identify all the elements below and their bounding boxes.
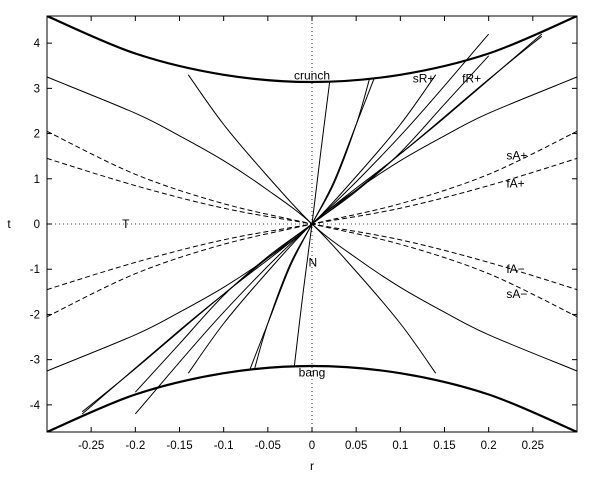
annotation-fr-: fR+ bbox=[462, 71, 481, 85]
y-tick-label: 2 bbox=[34, 129, 40, 141]
series-crunch bbox=[47, 16, 577, 84]
x-axis-label: r bbox=[310, 459, 314, 473]
series-line-12 bbox=[187, 74, 577, 372]
y-tick-label: -2 bbox=[30, 309, 40, 321]
x-tick-label: 0.2 bbox=[481, 440, 497, 452]
annotation-t: T bbox=[122, 217, 130, 231]
x-tick-label: 0.05 bbox=[345, 440, 367, 452]
annotation-fa-: fA− bbox=[506, 262, 524, 276]
y-tick-label: 4 bbox=[34, 38, 41, 50]
x-tick-label: 0.1 bbox=[392, 440, 408, 452]
annotation-crunch: crunch bbox=[294, 69, 330, 83]
x-tick-label: -0.1 bbox=[214, 440, 234, 452]
x-tick-label: 0.15 bbox=[433, 440, 455, 452]
annotation-sr-: sR+ bbox=[413, 71, 435, 85]
annotation-sa-: sA+ bbox=[506, 148, 527, 162]
y-tick-label: 1 bbox=[34, 174, 40, 186]
y-axis-label: t bbox=[7, 217, 11, 231]
series-line-5 bbox=[187, 76, 577, 374]
x-tick-label: -0.25 bbox=[78, 440, 104, 452]
annotation-sa-: sA− bbox=[506, 287, 527, 301]
series-line-4 bbox=[134, 33, 543, 393]
x-tick-label: -0.15 bbox=[166, 440, 192, 452]
x-tick-label: -0.2 bbox=[125, 440, 145, 452]
y-tick-label: 3 bbox=[34, 83, 40, 95]
series-line-8 bbox=[47, 74, 437, 372]
y-tick-label: -3 bbox=[30, 355, 40, 367]
plot-frame bbox=[46, 15, 578, 433]
annotation-n: N bbox=[308, 255, 317, 269]
series-line-3 bbox=[81, 33, 490, 413]
x-tick-label: -0.05 bbox=[255, 440, 281, 452]
axis-ticks: -0.25 -0.2 -0.15 -0.1 -0.05 0 0.05 0.1 0.15 0.2 0.… bbox=[30, 16, 577, 452]
y-tick-label: -1 bbox=[30, 264, 40, 276]
series-line-10 bbox=[134, 35, 543, 415]
annotations: crunch bang sR+ fR+ sA+ fA+ fA− sA− T N bbox=[122, 69, 527, 380]
plot-curves bbox=[47, 16, 577, 432]
annotation-bang: bang bbox=[299, 365, 326, 379]
y-tick-label: -4 bbox=[30, 400, 41, 412]
series-line-13 bbox=[47, 76, 437, 374]
y-tick-label: 0 bbox=[34, 219, 40, 231]
series-bang bbox=[47, 364, 577, 432]
annotation-fa-: fA+ bbox=[506, 176, 524, 190]
series-line-9 bbox=[81, 55, 490, 415]
x-tick-label: 0.25 bbox=[522, 440, 544, 452]
x-tick-label: 0 bbox=[309, 440, 315, 452]
